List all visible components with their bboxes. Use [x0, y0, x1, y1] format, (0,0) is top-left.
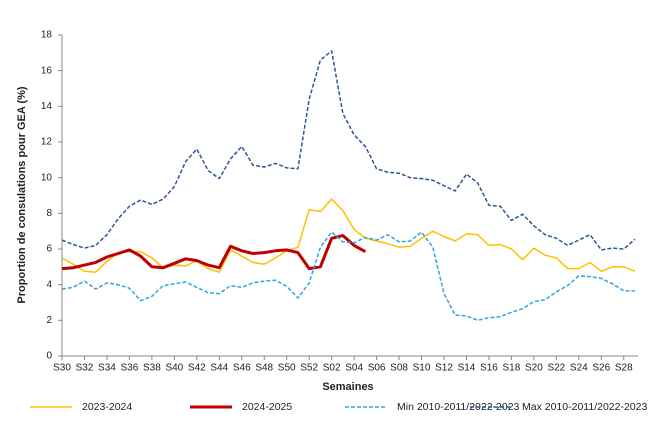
x-tick-label: S50	[278, 363, 296, 374]
x-axis-title: Semaines	[322, 381, 373, 393]
x-tick-label: S18	[503, 363, 521, 374]
x-tick-label: S06	[368, 363, 386, 374]
y-tick-label: 16	[41, 65, 53, 76]
x-tick-label: S14	[458, 363, 476, 374]
y-tick-label: 14	[41, 101, 53, 112]
x-tick-label: S26	[592, 363, 610, 374]
series-line	[61, 234, 367, 271]
x-tick-label: S48	[255, 363, 273, 374]
x-tick-label: S46	[233, 363, 251, 374]
x-tick-label: S16	[480, 363, 498, 374]
legend-label: Max 2010-2011/2022-2023	[522, 401, 647, 413]
x-tick-label: S44	[210, 363, 228, 374]
series-line	[61, 198, 636, 273]
x-tick-label: S24	[570, 363, 588, 374]
y-axis-title: Proportion de consulations pour GEA (%)	[16, 86, 28, 303]
x-tick-label: S42	[188, 363, 206, 374]
y-tick-label: 4	[46, 279, 52, 290]
y-tick-label: 2	[46, 315, 52, 326]
x-tick-label: S10	[413, 363, 431, 374]
y-tick-label: 0	[46, 351, 52, 362]
x-tick-label: S32	[76, 363, 94, 374]
legend-label: Min 2010-2011/2022-2023	[397, 401, 520, 413]
x-tick-label: S08	[390, 363, 408, 374]
y-tick-label: 18	[41, 30, 53, 41]
y-tick-label: 10	[41, 172, 53, 183]
x-tick-label: S02	[323, 363, 341, 374]
x-tick-label: S28	[615, 363, 633, 374]
x-tick-label: S20	[525, 363, 543, 374]
y-tick-label: 6	[46, 244, 52, 255]
x-tick-label: S22	[547, 363, 565, 374]
x-tick-label: S40	[165, 363, 183, 374]
series-line	[61, 231, 635, 322]
x-tick-label: S04	[345, 363, 363, 374]
x-tick-label: S34	[98, 363, 116, 374]
x-tick-label: S52	[300, 363, 318, 374]
y-tick-label: 8	[46, 208, 52, 219]
y-tick-label: 12	[41, 137, 53, 148]
x-tick-label: S12	[435, 363, 453, 374]
series-line	[61, 50, 636, 251]
x-tick-label: S38	[143, 363, 161, 374]
x-tick-label: S30	[53, 363, 71, 374]
legend-label: 2023-2024	[82, 401, 132, 413]
legend-label: 2024-2025	[242, 401, 292, 413]
x-tick-label: S36	[121, 363, 139, 374]
